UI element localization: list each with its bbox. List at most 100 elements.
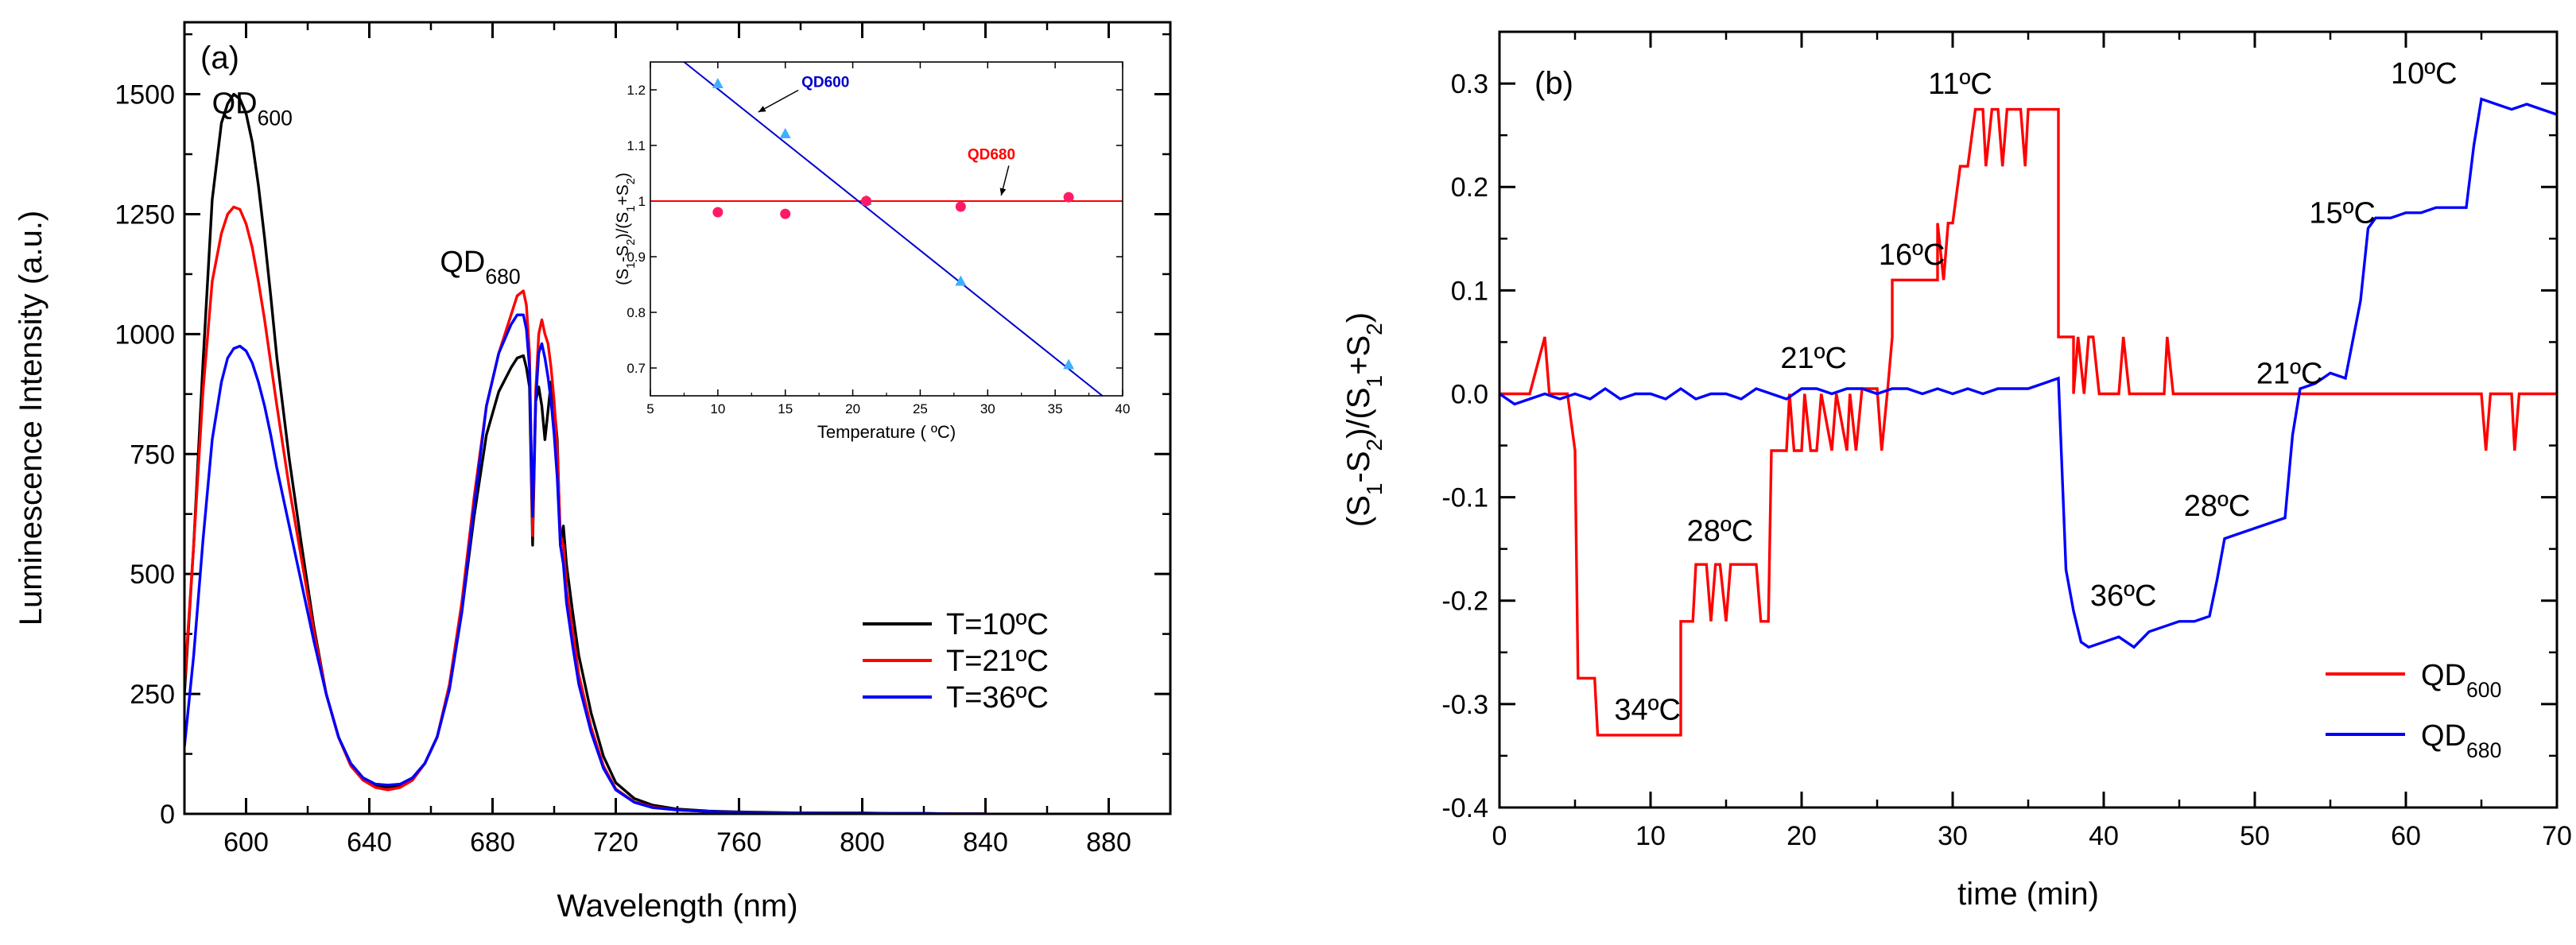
panel-a-x-axis-label: Wavelength (nm) xyxy=(557,889,797,924)
panel-a-y-axis-label: Luminescence Intensity (a.u.) xyxy=(14,211,48,625)
panel-a-x-tick-label: 760 xyxy=(716,827,762,858)
inset-label-arrow-1 xyxy=(999,165,1010,196)
panel-b-y-axis-label: (S1-S2)/(S1+S2) xyxy=(1341,312,1387,527)
inset-x-axis-label: Temperature ( ºC) xyxy=(817,422,956,442)
panel-a-annotations: QD600 QD680 xyxy=(212,87,521,289)
panel-b-temperature-label-4: 34ºC xyxy=(1614,693,1681,726)
panel-b-legend: QD600 QD680 xyxy=(2326,659,2501,762)
panel-a: 600 640 680 720 760 800 840 8800250500750100012… xyxy=(14,21,1172,924)
legend-label-0: T=10ºC xyxy=(946,608,1049,641)
inset-y-tick-label: 0.8 xyxy=(627,305,646,320)
panel-a-y-tick-label: 750 xyxy=(130,440,175,470)
inset-y-tick-label: 0.9 xyxy=(627,250,646,265)
inset-x-tick-label: 10 xyxy=(710,401,725,416)
panel-a-x-tick-label: 800 xyxy=(840,827,885,858)
panel-b-plot-frame xyxy=(1498,30,2559,809)
inset-qd680-point xyxy=(712,207,724,218)
panel-b-x-tick-label: 0 xyxy=(1492,821,1507,851)
panel-b-series-line-0 xyxy=(1499,107,2557,737)
panel-b-y-tick-label: 0.0 xyxy=(1451,379,1488,409)
inset-qd680-point xyxy=(861,196,872,207)
panel-a-y-tick-label: 250 xyxy=(130,680,175,710)
panel-a-x-tick-label: 600 xyxy=(223,827,269,858)
panel-b-y-tick-label: 0.1 xyxy=(1451,276,1488,306)
panel-a-x-tick-label: 840 xyxy=(963,827,1008,858)
panel-b-ticks: 0 10 20 30 40 50 60 70 -0.4 -0.3 -0.2 -0.1 0.0 0.1 0.2… xyxy=(1441,32,2572,851)
inset-qd680-point xyxy=(1063,192,1074,203)
panel-b-legend-label-1: QD680 xyxy=(2421,719,2501,762)
inset-ticks: 5 10 15 20 25 30 35 40 0.7 0.8 0.9 1 1.1 1.2 xyxy=(627,62,1130,416)
panel-b-temperature-label-9: 36ºC xyxy=(2090,579,2157,613)
inset-qd600-point xyxy=(712,78,724,88)
inset-y-axis-label: (S1-S2)/(S1+S2) xyxy=(614,172,638,285)
panel-b-series xyxy=(1499,97,2557,737)
inset-y-axis-label-text: (S1-S2)/(S1+S2) xyxy=(614,172,638,285)
panel-a-series xyxy=(184,92,986,814)
panel-b-temperature-label-6: 15ºC xyxy=(2309,197,2376,230)
inset-series xyxy=(650,62,1123,396)
panel-a-x-tick-label: 640 xyxy=(347,827,392,858)
inset-x-tick-label: 5 xyxy=(646,401,654,416)
inset-x-tick-label: 15 xyxy=(778,401,793,416)
panel-a-x-tick-label: 680 xyxy=(470,827,515,858)
panel-b-y-tick-label: 0.2 xyxy=(1451,172,1488,203)
series-line-0 xyxy=(184,92,986,814)
inset-x-tick-label: 25 xyxy=(913,401,928,416)
panel-a-y-tick-label: 1500 xyxy=(114,80,175,110)
inset-qd600-point xyxy=(1063,358,1075,370)
panel-b-x-tick-label: 60 xyxy=(2391,821,2421,851)
panel-b-temperature-label-2: 21ºC xyxy=(1780,342,1847,375)
panel-b-temperature-label-1: 16ºC xyxy=(1879,238,1946,272)
inset-labels: QD600 QD680 xyxy=(758,75,1015,196)
panel-b-temperature-label-5: 10ºC xyxy=(2391,57,2458,91)
inset-y-tick-label: 1.2 xyxy=(627,83,646,98)
panel-b-y-tick-label: 0.3 xyxy=(1451,69,1488,99)
inset-qd600-fit-line xyxy=(683,62,1104,396)
inset-background xyxy=(650,62,1123,396)
panel-a-y-tick-label: 0 xyxy=(160,800,175,830)
panel-b-y-tick-label: -0.4 xyxy=(1441,793,1488,823)
panel-b-x-tick-label: 40 xyxy=(2089,821,2119,851)
inset-x-tick-label: 35 xyxy=(1048,401,1063,416)
panel-b-y-tick-label: -0.1 xyxy=(1441,483,1488,513)
panel-a-x-tick-label: 880 xyxy=(1086,827,1131,858)
panel-a-ticks: 600 640 680 720 760 800 840 8800250500750100012… xyxy=(114,22,1172,858)
panel-b-x-tick-label: 10 xyxy=(1635,821,1666,851)
inset-label-arrow-0 xyxy=(758,89,799,113)
panel-b-x-tick-label: 50 xyxy=(2240,821,2270,851)
series-line-2 xyxy=(184,313,986,814)
panel-b-x-tick-label: 20 xyxy=(1787,821,1817,851)
panel-a-y-tick-label: 1250 xyxy=(114,199,175,230)
panel-b-temperature-label-7: 21ºC xyxy=(2256,357,2323,390)
inset-x-tick-label: 30 xyxy=(980,401,995,416)
inset-x-tick-label: 40 xyxy=(1115,401,1131,416)
panel-a-peak-label-0: QD600 xyxy=(212,87,293,130)
panel-b-temperature-label-8: 28ºC xyxy=(2184,490,2251,523)
inset-y-tick-label: 1 xyxy=(638,194,646,209)
inset-x-tick-label: 20 xyxy=(845,401,860,416)
inset-series-label-1: QD680 xyxy=(968,147,1015,164)
panel-a-plot-frame xyxy=(183,21,1172,815)
panel-b-y-tick-label: -0.3 xyxy=(1441,690,1488,720)
panel-a-label: (a) xyxy=(200,41,239,76)
panel-a-y-tick-label: 500 xyxy=(130,560,175,590)
legend-label-2: T=36ºC xyxy=(946,681,1049,715)
panel-b-label: (b) xyxy=(1534,66,1573,101)
inset-plot-frame xyxy=(650,61,1123,397)
inset-qd680-point xyxy=(955,201,966,212)
panel-a-peak-label-1: QD680 xyxy=(440,246,520,289)
panel-b-annotations: 11ºC 16ºC 21ºC 28ºC 34ºC 10ºC 15ºC 21ºC 28ºC 36ºC xyxy=(1614,57,2457,726)
inset-qd600-point xyxy=(955,275,967,286)
inset-qd680-point xyxy=(780,208,791,219)
panel-b-x-axis-label: time (min) xyxy=(1957,877,2099,912)
inset-series-label-0: QD600 xyxy=(801,75,849,91)
panel-b-legend-label-0: QD600 xyxy=(2421,659,2501,702)
inset-chart: 5 10 15 20 25 30 35 400.70.80.911.11.2 QD600QD6… xyxy=(614,61,1130,442)
panel-b-temperature-label-3: 28ºC xyxy=(1687,514,1754,548)
legend-label-1: T=21ºC xyxy=(946,645,1049,678)
inset-qd600-point xyxy=(779,128,791,138)
panel-a-y-tick-label: 1000 xyxy=(114,320,175,350)
panel-b-x-tick-label: 70 xyxy=(2542,821,2572,851)
